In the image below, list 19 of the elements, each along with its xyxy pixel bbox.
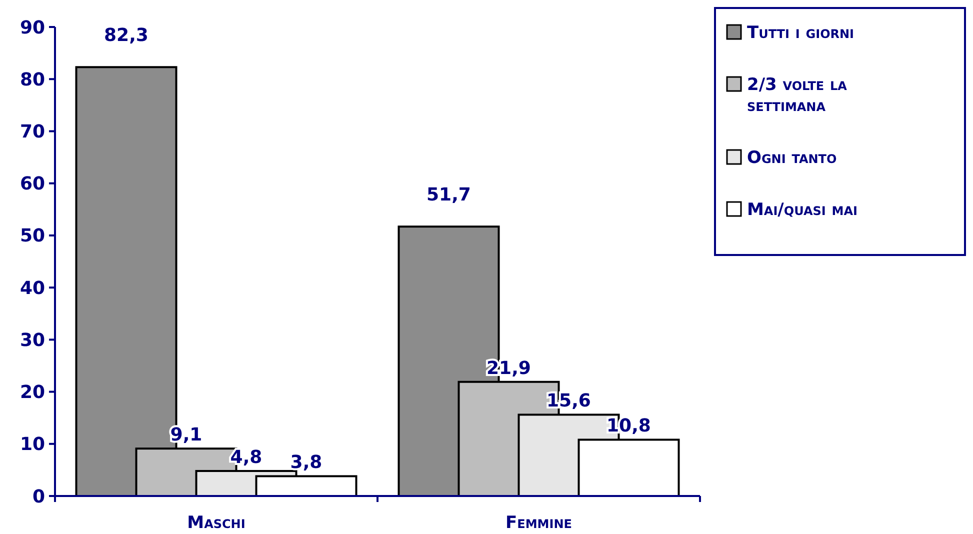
legend-label: 2/3 volte la settimana [747, 75, 848, 116]
y-tick-label: 40 [20, 278, 45, 299]
legend-label: Tutti i giorni [747, 23, 854, 43]
legend-label: Mai/quasi mai [747, 200, 858, 220]
x-tick-label: Maschi [187, 513, 246, 533]
y-tick-label: 80 [20, 69, 45, 90]
data-label: 3,8 [290, 452, 322, 474]
x-tick-label: Femmine [506, 513, 572, 533]
legend-label: Ogni tanto [747, 148, 837, 168]
data-label: 82,3 [104, 25, 148, 46]
y-tick-label: 30 [20, 330, 45, 351]
y-tick-label: 50 [20, 226, 45, 247]
y-tick-label: 0 [32, 486, 45, 508]
y-tick-label: 90 [20, 17, 45, 38]
y-tick-label: 60 [20, 174, 45, 195]
y-tick-label: 20 [20, 382, 45, 404]
y-tick-label: 10 [20, 434, 45, 456]
y-tick-label: 70 [20, 122, 45, 143]
data-label: 51,7 [426, 184, 471, 206]
